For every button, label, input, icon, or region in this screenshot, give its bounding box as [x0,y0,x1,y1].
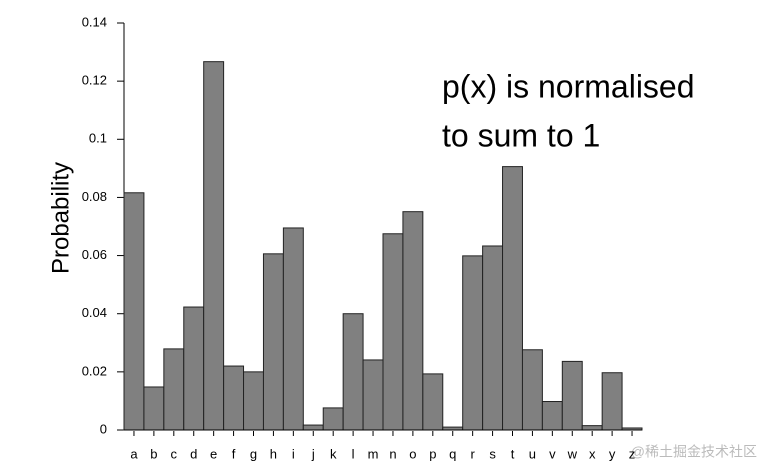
x-tick-label: q [449,446,456,461]
bar [402,211,424,431]
x-tick-label: x [589,446,596,461]
x-tick-label: w [567,446,578,461]
y-tick-label: 0 [100,421,107,436]
bar [322,407,344,431]
x-tick-label: p [429,446,436,461]
x-tick-label: y [609,446,616,461]
y-axis-label: Probability [47,162,74,274]
bar [262,253,284,431]
x-tick-label: h [270,446,277,461]
x-tick-label: r [470,446,475,461]
x-tick-label: c [171,446,178,461]
bar [462,255,484,431]
y-tick-label: 0.14 [82,14,107,29]
bar [362,359,384,431]
x-tick-label: b [150,446,157,461]
x-tick-label: g [250,446,257,461]
bar [143,386,165,431]
x-tick-label: m [368,446,379,461]
annotation: to sum to 1 [442,117,600,153]
x-tick-label: k [330,446,337,461]
bar [163,348,185,431]
bar [342,313,364,431]
y-tick-label: 0.12 [82,73,107,88]
x-tick-label: t [511,446,515,461]
x-tick-label: j [311,446,315,461]
bar [482,245,504,431]
x-tick-label: l [352,446,355,461]
bar [601,372,623,431]
watermark: @稀土掘金技术社区 [631,444,757,460]
bar [223,365,245,431]
x-tick-label: u [529,446,536,461]
x-tick-label: i [292,446,295,461]
x-tick-label: a [130,446,138,461]
x-tick-label: s [489,446,496,461]
bar [123,192,145,431]
bar [282,227,304,431]
x-tick-label: d [190,446,197,461]
bar [422,373,444,431]
bar [243,371,264,431]
x-tick-label: o [409,446,416,461]
bar [382,233,404,431]
x-tick-label: f [232,446,236,461]
bar [203,61,225,431]
y-tick-label: 0.04 [82,305,107,320]
x-tick-label: n [389,446,396,461]
bar [521,349,543,431]
annotation: p(x) is normalised [442,68,695,104]
y-tick-label: 0.06 [82,247,107,262]
y-tick-label: 0.1 [89,131,107,146]
bar [183,306,205,431]
bar [561,360,583,431]
x-tick-label: v [549,446,556,461]
y-tick-label: 0.02 [82,363,107,378]
bar [541,401,563,431]
bar [502,166,523,431]
x-tick-label: e [210,446,217,461]
x-tick-label: z [629,446,636,461]
bar [581,425,603,431]
y-tick-label: 0.08 [82,189,107,204]
bar [302,424,324,431]
